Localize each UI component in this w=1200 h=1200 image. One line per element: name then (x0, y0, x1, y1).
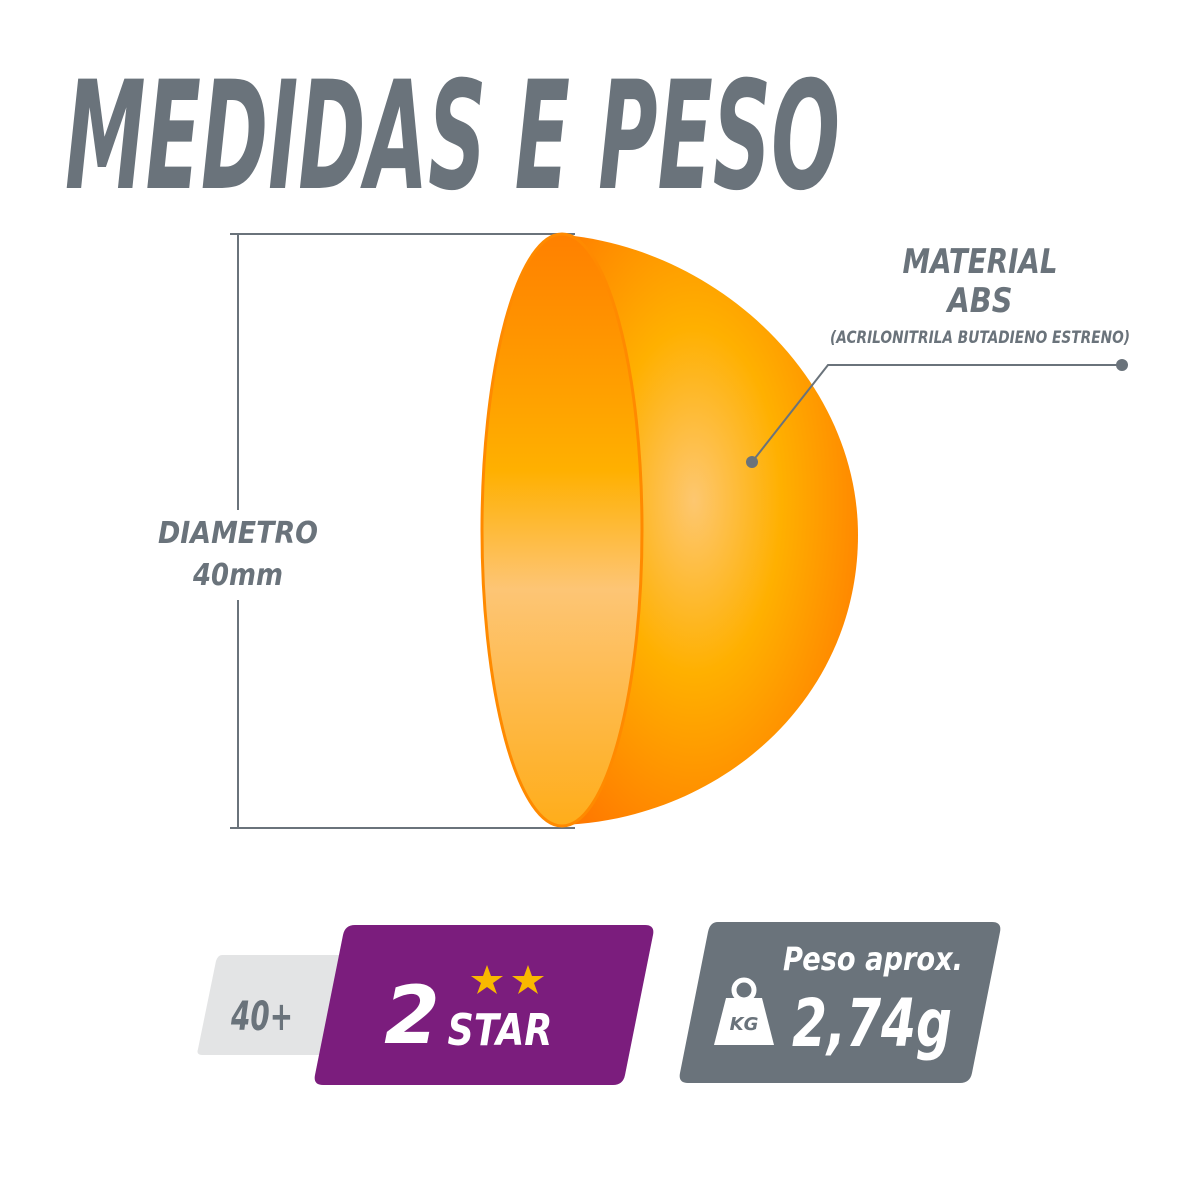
series-badge (197, 955, 345, 1055)
weight-label: Peso aprox. (783, 940, 963, 978)
weight-icon-text: KG (730, 1014, 759, 1035)
material-full-name: (ACRILONITRILA BUTADIENO ESTRENO) (830, 328, 1130, 348)
material-label: MATERIAL (903, 242, 1058, 282)
hemisphere (480, 232, 858, 828)
material-pointer (746, 359, 1128, 468)
rating-badge (314, 925, 654, 1085)
diameter-dimension (230, 233, 575, 829)
rating-stars (471, 965, 544, 994)
title: MEDIDAS E PESO (65, 50, 840, 224)
weight-value: 2,74g (792, 985, 952, 1062)
diameter-value: 40mm (192, 558, 283, 593)
rating-label: STAR (448, 1005, 553, 1056)
series-text: 40+ (230, 994, 293, 1040)
rating-number: 2 (384, 969, 440, 1062)
material-name: ABS (945, 281, 1013, 321)
diameter-label: DIAMETRO (158, 516, 318, 551)
weight-icon (714, 977, 774, 1045)
